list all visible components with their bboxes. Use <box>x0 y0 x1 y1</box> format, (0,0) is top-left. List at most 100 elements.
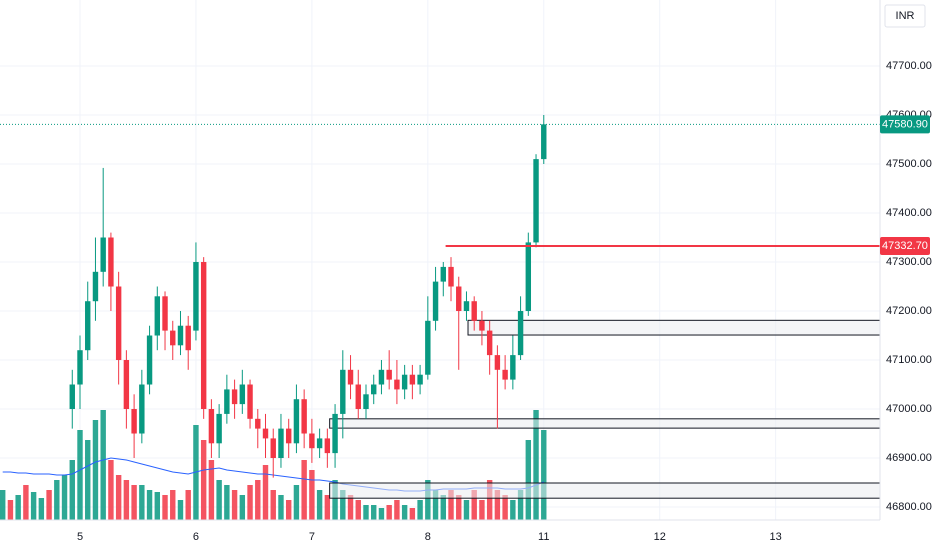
volume-bar <box>371 505 377 520</box>
candle-body <box>432 281 439 321</box>
volume-bar <box>340 490 346 520</box>
candle-body <box>401 374 408 390</box>
candle-body <box>386 369 392 380</box>
volume-bar <box>15 495 21 520</box>
candle-body <box>216 413 222 444</box>
volume-bar <box>85 440 91 520</box>
candle-body <box>100 237 106 272</box>
candle-body <box>541 124 547 160</box>
y-tick-label: 47700.00 <box>886 60 932 72</box>
candle-body <box>278 428 284 459</box>
candle-body <box>301 399 307 434</box>
zone <box>467 319 880 336</box>
candle-body <box>293 399 300 444</box>
overlay: 47580.90 47332.70 <box>880 115 930 255</box>
candle-body <box>355 384 361 410</box>
candle-body <box>363 394 369 410</box>
volume-bar <box>363 505 369 520</box>
candle-body <box>170 330 176 346</box>
volume-bar <box>316 490 323 520</box>
candle-body <box>486 330 493 356</box>
candle-body <box>425 320 431 375</box>
volume-bar <box>432 490 439 520</box>
price-label-box <box>880 236 930 255</box>
volume-bar <box>401 505 408 520</box>
price-label: 47580.90 <box>882 118 928 130</box>
volume-bar <box>525 440 532 520</box>
candle-body <box>139 384 145 434</box>
candle-body <box>510 355 516 380</box>
volume-bar <box>54 480 60 520</box>
volume-bar <box>541 430 547 520</box>
volume-bar <box>255 480 261 520</box>
candle-body <box>471 301 477 321</box>
volume-bar <box>355 500 361 520</box>
volume-bar <box>463 500 470 520</box>
volume-bar <box>69 460 75 520</box>
candle-body <box>378 369 385 385</box>
candle-body <box>224 389 230 414</box>
candle-body <box>440 266 446 282</box>
volume-bar <box>456 495 462 520</box>
candle-body <box>340 369 346 414</box>
candle-body <box>456 286 462 312</box>
volume-bar <box>293 485 300 520</box>
candle-body <box>185 325 191 351</box>
volume-bar <box>146 490 153 520</box>
volume-bar <box>502 495 508 520</box>
candle-body <box>85 301 91 351</box>
candle-body <box>154 296 160 336</box>
volume-bar <box>231 490 238 520</box>
currency-box[interactable] <box>884 4 926 28</box>
candle-body <box>448 266 454 287</box>
volume-bar <box>324 495 331 520</box>
x-tick-label: 12 <box>654 531 666 543</box>
volume-bar <box>61 475 68 520</box>
volume-bar <box>517 490 524 520</box>
price-pane <box>0 115 880 499</box>
volume-bar <box>270 490 276 520</box>
candle-body <box>247 384 253 419</box>
volume-bar <box>533 410 539 520</box>
currency-label[interactable]: INR <box>896 10 915 22</box>
volume-bar <box>139 485 145 520</box>
volume-bar <box>409 508 416 520</box>
volume-bar <box>23 485 29 520</box>
volume-bar <box>471 490 477 520</box>
volume-bar <box>30 492 37 520</box>
candle-body <box>324 438 331 454</box>
candle-body <box>309 433 315 449</box>
zone <box>329 482 880 499</box>
volume-bar <box>262 465 269 520</box>
candle-body <box>479 320 485 331</box>
candle-body <box>255 418 261 429</box>
volume-bar <box>92 420 99 520</box>
x-tick-label: 8 <box>425 531 431 543</box>
candle-body <box>131 409 137 434</box>
candle-body <box>193 262 199 331</box>
volume-bar <box>115 475 122 520</box>
candle-body <box>533 159 539 243</box>
volume-bar <box>347 495 354 520</box>
volume-bar <box>440 495 446 520</box>
volume-bar <box>510 500 516 520</box>
volume-bar <box>185 490 191 520</box>
y-tick-label: 47400.00 <box>886 207 932 219</box>
y-tick-label: 46900.00 <box>886 452 932 464</box>
volume-bar <box>247 485 253 520</box>
y-tick-label: 47300.00 <box>886 256 932 268</box>
volume-bar <box>378 508 385 520</box>
volume-bar <box>0 490 6 520</box>
volume-bar <box>332 480 338 520</box>
volume-bar <box>486 480 493 520</box>
candle-body <box>162 296 168 331</box>
candle-body <box>332 413 338 454</box>
candle-body <box>77 350 83 385</box>
candle-body <box>177 325 184 346</box>
candle-body <box>108 237 114 287</box>
candle-body <box>409 374 416 385</box>
x-tick-label: 11 <box>538 531 549 543</box>
price-label: 47332.70 <box>882 240 928 252</box>
candle-body <box>502 369 508 380</box>
volume-bar <box>285 500 292 520</box>
